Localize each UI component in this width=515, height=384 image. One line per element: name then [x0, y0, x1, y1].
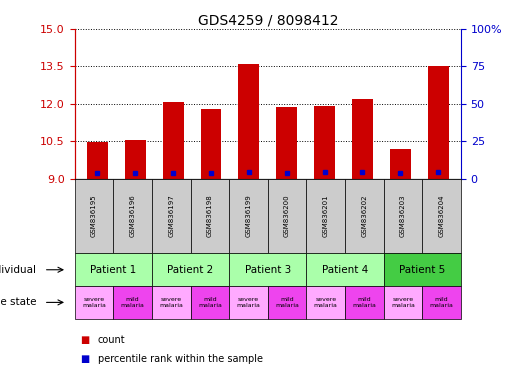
- Bar: [428, 66, 449, 179]
- Text: Patient 2: Patient 2: [167, 265, 214, 275]
- Text: GSM836203: GSM836203: [400, 195, 406, 237]
- Text: count: count: [98, 335, 126, 345]
- Text: mild
malaria: mild malaria: [430, 297, 454, 308]
- Text: GSM836198: GSM836198: [207, 195, 213, 237]
- Bar: [352, 99, 373, 179]
- Text: mild
malaria: mild malaria: [121, 297, 145, 308]
- Text: GSM836200: GSM836200: [284, 195, 290, 237]
- Text: severe
malaria: severe malaria: [159, 297, 183, 308]
- Bar: [277, 107, 297, 179]
- Text: disease state: disease state: [0, 297, 36, 308]
- Text: GSM836199: GSM836199: [246, 195, 251, 237]
- Text: severe
malaria: severe malaria: [82, 297, 106, 308]
- Bar: [390, 149, 411, 179]
- Text: Patient 5: Patient 5: [399, 265, 445, 275]
- Bar: [163, 102, 183, 179]
- Bar: [314, 106, 335, 179]
- Text: mild
malaria: mild malaria: [352, 297, 376, 308]
- Bar: [125, 140, 146, 179]
- Text: mild
malaria: mild malaria: [275, 297, 299, 308]
- Bar: [87, 142, 108, 179]
- Text: Patient 4: Patient 4: [322, 265, 368, 275]
- Text: GSM836201: GSM836201: [323, 195, 329, 237]
- Bar: [238, 64, 259, 179]
- Text: GSM836202: GSM836202: [362, 195, 367, 237]
- Title: GDS4259 / 8098412: GDS4259 / 8098412: [198, 14, 338, 28]
- Text: severe
malaria: severe malaria: [314, 297, 338, 308]
- Text: ■: ■: [80, 354, 89, 364]
- Text: percentile rank within the sample: percentile rank within the sample: [98, 354, 263, 364]
- Text: GSM836197: GSM836197: [168, 195, 174, 237]
- Text: severe
malaria: severe malaria: [391, 297, 415, 308]
- Text: severe
malaria: severe malaria: [236, 297, 261, 308]
- Bar: [200, 109, 221, 179]
- Text: GSM836204: GSM836204: [439, 195, 444, 237]
- Text: GSM836195: GSM836195: [91, 195, 97, 237]
- Text: Patient 1: Patient 1: [90, 265, 136, 275]
- Text: individual: individual: [0, 265, 36, 275]
- Text: Patient 3: Patient 3: [245, 265, 291, 275]
- Text: mild
malaria: mild malaria: [198, 297, 222, 308]
- Text: ■: ■: [80, 335, 89, 345]
- Text: GSM836196: GSM836196: [130, 195, 135, 237]
